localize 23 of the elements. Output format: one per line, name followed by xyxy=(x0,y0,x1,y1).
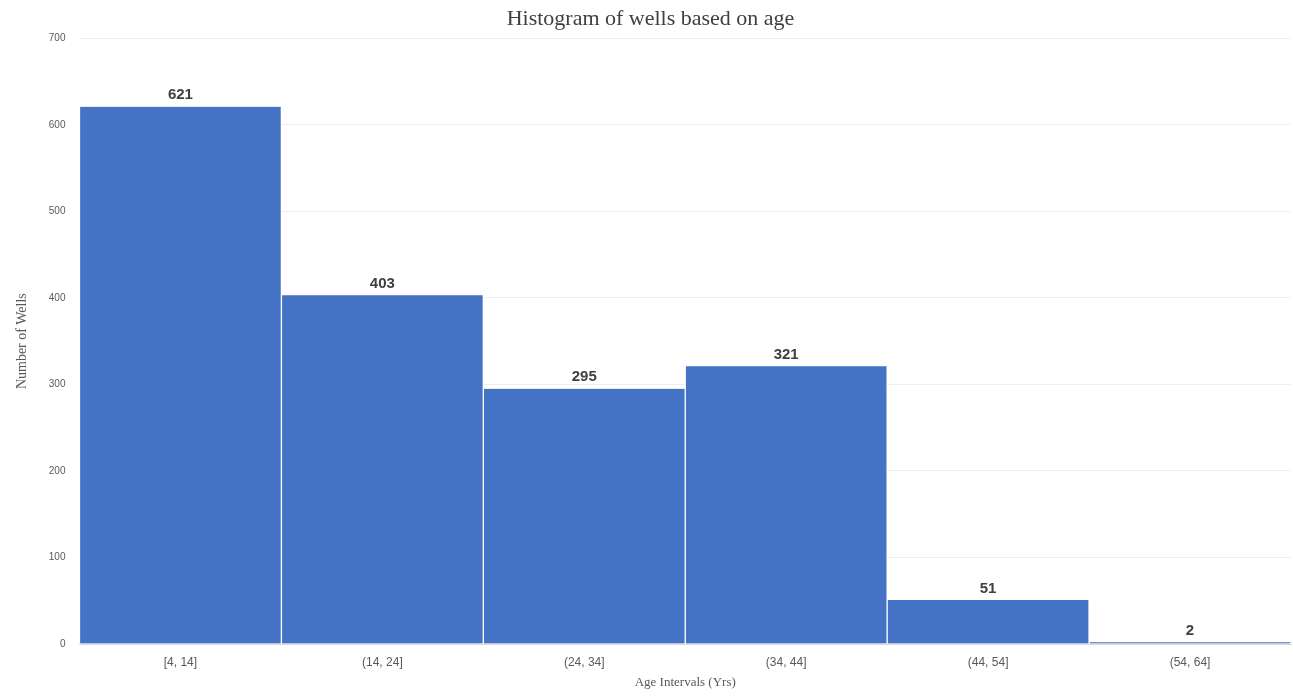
data-label: 295 xyxy=(571,367,597,385)
data-label: 2 xyxy=(1185,620,1195,638)
x-tick-label: (34, 44] xyxy=(765,654,807,669)
y-tick-label: 700 xyxy=(48,32,66,44)
data-label: 321 xyxy=(773,344,799,362)
x-tick-label: (14, 24] xyxy=(362,654,403,669)
data-label: 51 xyxy=(979,578,997,596)
x-axis-title: Age Intervals (Yrs) xyxy=(634,673,736,689)
data-label: 403 xyxy=(369,273,395,291)
y-tick-label: 0 xyxy=(59,637,66,649)
chart-title: Histogram of wells based on age xyxy=(506,4,795,30)
y-tick-label: 600 xyxy=(48,118,66,130)
y-tick-label: 100 xyxy=(48,551,66,563)
x-tick-label: [4, 14] xyxy=(163,654,198,669)
y-tick-label: 200 xyxy=(48,464,66,476)
y-tick-label: 500 xyxy=(48,205,66,217)
y-axis-title: Number of Wells xyxy=(14,293,30,390)
data-label: 621 xyxy=(167,85,193,103)
x-tick-label: (24, 34] xyxy=(563,654,605,669)
x-tick-label: (44, 54] xyxy=(967,654,1009,669)
y-tick-label: 400 xyxy=(48,291,66,303)
y-tick-label: 300 xyxy=(48,378,66,390)
x-tick-label: (54, 64] xyxy=(1169,654,1211,669)
